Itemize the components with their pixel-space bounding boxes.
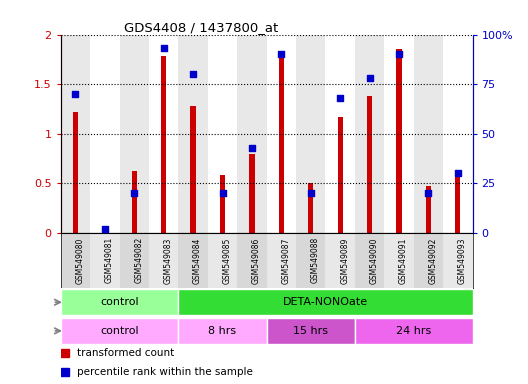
Point <box>189 71 197 77</box>
Bar <box>61 35 90 233</box>
Point <box>130 190 138 196</box>
Text: 24 hrs: 24 hrs <box>396 326 431 336</box>
Bar <box>443 35 473 233</box>
Bar <box>267 233 296 288</box>
Bar <box>237 35 267 233</box>
Point <box>159 45 168 51</box>
Bar <box>308 183 314 233</box>
Point <box>454 170 462 176</box>
Bar <box>414 233 443 288</box>
Bar <box>355 35 384 233</box>
Text: GDS4408 / 1437800_at: GDS4408 / 1437800_at <box>124 21 278 34</box>
Text: GSM549088: GSM549088 <box>311 237 320 283</box>
Bar <box>355 318 473 344</box>
Point <box>248 144 256 151</box>
Bar <box>149 233 178 288</box>
Text: control: control <box>100 326 139 336</box>
Bar <box>267 35 296 233</box>
Bar <box>208 35 237 233</box>
Text: GSM549081: GSM549081 <box>105 237 114 283</box>
Point <box>336 95 344 101</box>
Bar <box>131 171 137 233</box>
Text: GSM549080: GSM549080 <box>76 237 84 284</box>
Text: GSM549083: GSM549083 <box>164 237 173 284</box>
Text: 15 hrs: 15 hrs <box>293 326 328 336</box>
Point <box>365 75 374 81</box>
Text: GSM549087: GSM549087 <box>281 237 290 284</box>
Text: 8 hrs: 8 hrs <box>209 326 237 336</box>
Bar <box>90 35 119 233</box>
Bar <box>220 175 225 233</box>
Point <box>424 190 432 196</box>
Text: control: control <box>100 297 139 307</box>
Bar <box>191 106 196 233</box>
Bar <box>61 318 178 344</box>
Text: GSM549093: GSM549093 <box>458 237 467 284</box>
Text: transformed count: transformed count <box>77 348 174 358</box>
Bar <box>149 35 178 233</box>
Bar <box>296 35 325 233</box>
Point <box>277 51 286 58</box>
Bar <box>279 55 284 233</box>
Bar <box>455 171 460 233</box>
Bar <box>414 35 443 233</box>
Bar <box>397 50 402 233</box>
Bar <box>325 233 355 288</box>
Point <box>218 190 227 196</box>
Point <box>395 51 403 58</box>
Bar <box>337 117 343 233</box>
Bar <box>267 318 355 344</box>
Bar <box>367 96 372 233</box>
Bar <box>178 318 267 344</box>
Bar <box>237 233 267 288</box>
Bar <box>61 290 178 315</box>
Bar <box>384 35 414 233</box>
Bar <box>325 35 355 233</box>
Bar <box>119 233 149 288</box>
Text: GSM549090: GSM549090 <box>370 237 379 284</box>
Bar <box>384 233 414 288</box>
Point <box>101 226 109 232</box>
Bar <box>296 233 325 288</box>
Point <box>307 190 315 196</box>
Text: GSM549091: GSM549091 <box>399 237 408 284</box>
Bar <box>119 35 149 233</box>
Text: GSM549092: GSM549092 <box>428 237 437 284</box>
Bar <box>73 112 78 233</box>
Bar <box>355 233 384 288</box>
Bar <box>61 233 90 288</box>
Bar <box>161 56 166 233</box>
Bar <box>102 231 108 233</box>
Point <box>71 91 80 97</box>
Bar <box>90 233 119 288</box>
Text: GSM549089: GSM549089 <box>340 237 349 284</box>
Text: GSM549086: GSM549086 <box>252 237 261 284</box>
Text: GSM549082: GSM549082 <box>134 237 143 283</box>
Text: GSM549084: GSM549084 <box>193 237 202 284</box>
Text: GSM549085: GSM549085 <box>222 237 231 284</box>
Bar <box>178 233 208 288</box>
Bar <box>443 233 473 288</box>
Text: percentile rank within the sample: percentile rank within the sample <box>77 367 253 377</box>
Bar <box>178 35 208 233</box>
Bar <box>426 186 431 233</box>
Bar <box>178 290 473 315</box>
Bar <box>249 154 254 233</box>
Bar <box>208 233 237 288</box>
Text: DETA-NONOate: DETA-NONOate <box>283 297 368 307</box>
